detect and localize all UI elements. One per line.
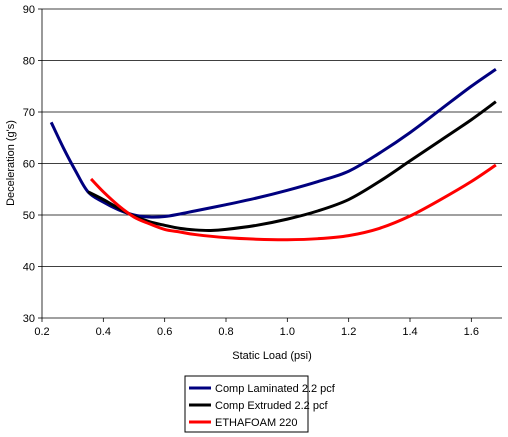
x-tick-label: 0.4 xyxy=(96,326,111,338)
legend-label: Comp Laminated 2.2 pcf xyxy=(215,383,336,395)
legend-label: ETHAFOAM 220 xyxy=(215,417,298,429)
legend-items: Comp Laminated 2.2 pcf Comp Extruded 2.2 … xyxy=(189,383,336,429)
y-tick-label: 70 xyxy=(23,107,35,119)
series-line-comp-laminated xyxy=(49,68,497,219)
x-tick-label: 0.6 xyxy=(157,326,172,338)
legend-item-ethafoam: ETHAFOAM 220 xyxy=(189,417,298,429)
y-axis-title: Deceleration (g's) xyxy=(5,120,17,206)
x-tick-label: 1.4 xyxy=(402,326,417,338)
series-lines xyxy=(49,68,497,242)
legend-item-comp-extruded: Comp Extruded 2.2 pcf xyxy=(189,400,328,412)
y-tick-label: 30 xyxy=(23,313,35,325)
x-tick-label: 1.2 xyxy=(341,326,356,338)
y-tick-label: 80 xyxy=(23,56,35,68)
x-axis-title: Static Load (psi) xyxy=(232,350,311,362)
x-tick-label: 1.0 xyxy=(280,326,295,338)
legend: Comp Laminated 2.2 pcf Comp Extruded 2.2 … xyxy=(184,375,336,433)
legend-item-comp-laminated: Comp Laminated 2.2 pcf xyxy=(189,383,336,395)
x-tick-label: 0.2 xyxy=(34,326,49,338)
x-tick-label: 0.8 xyxy=(218,326,233,338)
axes xyxy=(38,8,502,322)
y-tick-label: 50 xyxy=(23,210,35,222)
legend-label: Comp Extruded 2.2 pcf xyxy=(215,400,328,412)
y-tick-label: 40 xyxy=(23,262,35,274)
series-line-ethafoam xyxy=(89,163,497,242)
gridlines xyxy=(42,8,502,267)
y-tick-label: 60 xyxy=(23,159,35,171)
tick-labels: 30 40 50 60 70 80 90 0.2 0.4 0.6 0.8 1.0 1.2 1.4 1.6 xyxy=(23,4,479,338)
y-tick-label: 90 xyxy=(23,4,35,16)
x-tick-label: 1.6 xyxy=(464,326,479,338)
